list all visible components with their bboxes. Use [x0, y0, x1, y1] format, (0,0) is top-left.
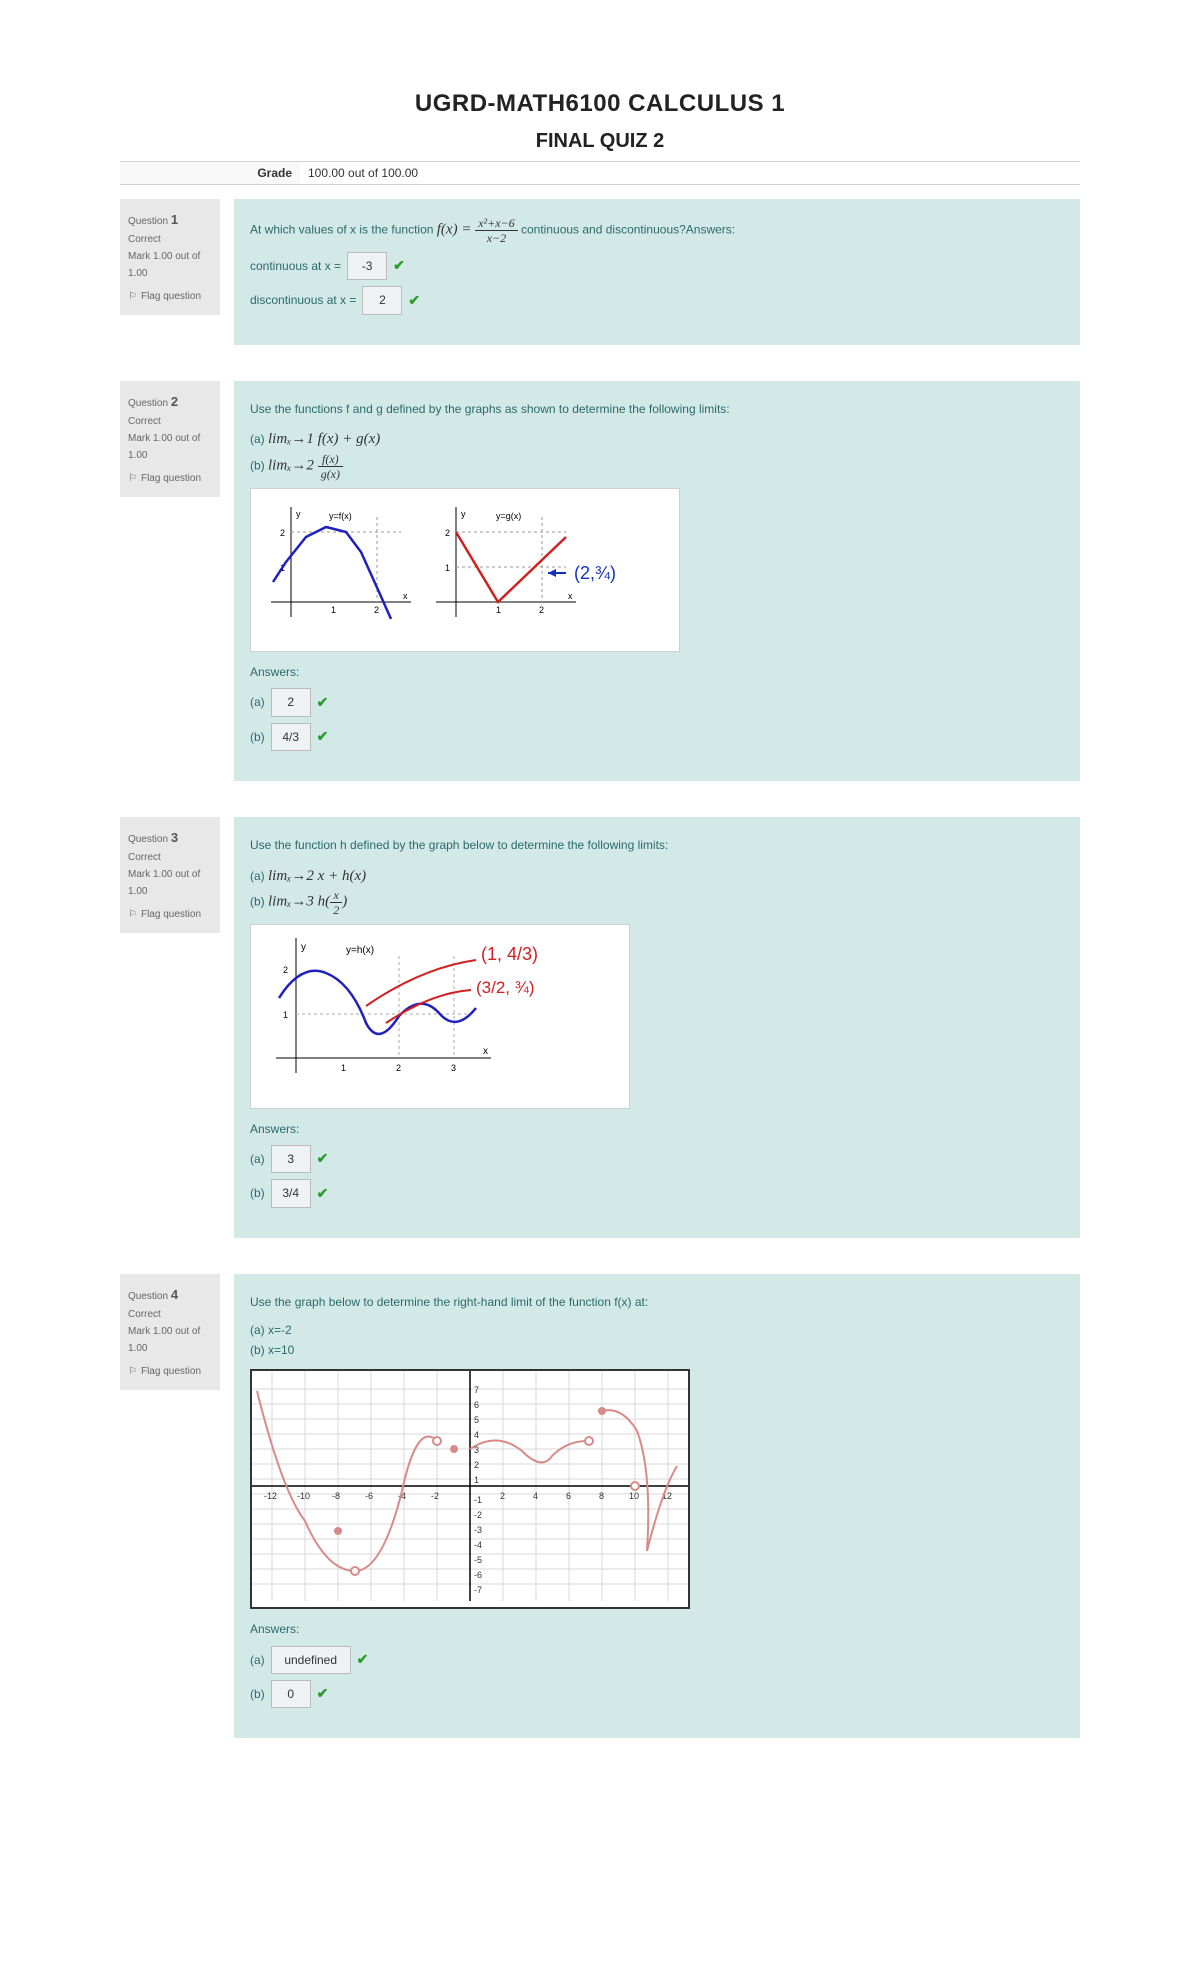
q1-continuous-input[interactable]: -3 [347, 252, 387, 280]
svg-text:y=h(x): y=h(x) [346, 945, 374, 956]
svg-text:y: y [296, 509, 301, 519]
svg-text:y=g(x): y=g(x) [496, 511, 521, 521]
svg-text:-6: -6 [474, 1570, 482, 1580]
svg-text:2: 2 [500, 1491, 505, 1501]
svg-text:2: 2 [445, 528, 450, 538]
q2-answer-b[interactable]: 4/3 [271, 723, 311, 751]
question-content: Use the graph below to determine the rig… [234, 1274, 1080, 1739]
svg-text:x: x [568, 591, 573, 601]
svg-text:2: 2 [280, 528, 285, 538]
svg-text:5: 5 [474, 1415, 479, 1425]
svg-text:(3/2, ¾): (3/2, ¾) [476, 978, 535, 997]
page-title: UGRD-MATH6100 CALCULUS 1 [120, 90, 1080, 118]
svg-text:-8: -8 [332, 1491, 340, 1501]
check-icon: ✔ [357, 1648, 369, 1672]
svg-text:-7: -7 [474, 1585, 482, 1595]
svg-text:2: 2 [283, 965, 288, 975]
flag-icon: ⚐ [128, 1363, 137, 1380]
svg-text:-2: -2 [474, 1510, 482, 1520]
svg-text:2: 2 [539, 605, 544, 615]
check-icon: ✔ [317, 691, 329, 715]
q1-discontinuous-input[interactable]: 2 [362, 286, 402, 314]
q4-answer-a[interactable]: undefined [271, 1646, 351, 1674]
svg-text:1: 1 [474, 1475, 479, 1485]
svg-text:1: 1 [331, 605, 336, 615]
svg-text:-12: -12 [264, 1491, 277, 1501]
flag-icon: ⚐ [128, 288, 137, 305]
question-3: Question 3 Correct Mark 1.00 out of 1.00… [120, 817, 1080, 1237]
page-subtitle: FINAL QUIZ 2 [120, 130, 1080, 153]
question-4: Question 4 Correct Mark 1.00 out of 1.00… [120, 1274, 1080, 1739]
svg-text:y: y [461, 509, 466, 519]
grade-row: Grade 100.00 out of 100.00 [120, 161, 1080, 185]
svg-text:6: 6 [474, 1400, 479, 1410]
svg-text:-5: -5 [474, 1555, 482, 1565]
svg-text:6: 6 [566, 1491, 571, 1501]
question-content: Use the functions f and g defined by the… [234, 381, 1080, 781]
svg-text:8: 8 [599, 1491, 604, 1501]
question-side: Question 1 Correct Mark 1.00 out of 1.00… [120, 199, 220, 315]
flag-icon: ⚐ [128, 470, 137, 487]
svg-text:1: 1 [341, 1063, 346, 1073]
svg-text:-1: -1 [474, 1495, 482, 1505]
question-side: Question 4 Correct Mark 1.00 out of 1.00… [120, 1274, 220, 1390]
grade-value: 100.00 out of 100.00 [300, 162, 426, 184]
q2-answer-a[interactable]: 2 [271, 688, 311, 716]
flag-icon: ⚐ [128, 906, 137, 923]
svg-text:(2,¾): (2,¾) [574, 563, 616, 583]
grade-label: Grade [120, 162, 300, 184]
question-side: Question 3 Correct Mark 1.00 out of 1.00… [120, 817, 220, 933]
q2-graph: y x y=f(x) 2 1 1 2 [250, 488, 680, 652]
check-icon: ✔ [317, 1682, 329, 1706]
question-2: Question 2 Correct Mark 1.00 out of 1.00… [120, 381, 1080, 781]
check-icon: ✔ [317, 1147, 329, 1171]
check-icon: ✔ [317, 725, 329, 749]
svg-text:7: 7 [474, 1385, 479, 1395]
q3-answer-a[interactable]: 3 [271, 1145, 311, 1173]
svg-text:4: 4 [533, 1491, 538, 1501]
svg-text:x: x [483, 1046, 488, 1057]
flag-question-link[interactable]: ⚐ Flag question [128, 470, 212, 487]
svg-text:y=f(x): y=f(x) [329, 511, 352, 521]
q3-answer-b[interactable]: 3/4 [271, 1179, 311, 1207]
question-content: Use the function h defined by the graph … [234, 817, 1080, 1237]
flag-question-link[interactable]: ⚐ Flag question [128, 288, 212, 305]
question-side: Question 2 Correct Mark 1.00 out of 1.00… [120, 381, 220, 497]
svg-text:-10: -10 [297, 1491, 310, 1501]
svg-text:2: 2 [396, 1063, 401, 1073]
svg-text:x: x [403, 591, 408, 601]
flag-question-link[interactable]: ⚐ Flag question [128, 906, 212, 923]
q3-graph: y x y=h(x) 2 1 1 2 3 (1, 4 [250, 924, 630, 1108]
q4-answer-b[interactable]: 0 [271, 1680, 311, 1708]
flag-question-link[interactable]: ⚐ Flag question [128, 1363, 212, 1380]
svg-text:2: 2 [474, 1460, 479, 1470]
q4-graph: -12-10 -8-6 -4-2 24 68 1012 76 54 32 1 -… [250, 1369, 690, 1609]
svg-text:2: 2 [374, 605, 379, 615]
svg-text:-4: -4 [474, 1540, 482, 1550]
svg-text:-2: -2 [431, 1491, 439, 1501]
svg-text:3: 3 [451, 1063, 456, 1073]
svg-text:-6: -6 [365, 1491, 373, 1501]
svg-text:10: 10 [629, 1491, 639, 1501]
svg-text:4: 4 [474, 1430, 479, 1440]
svg-text:(1, 4/3): (1, 4/3) [481, 944, 538, 964]
svg-text:1: 1 [283, 1010, 288, 1020]
svg-text:1: 1 [496, 605, 501, 615]
check-icon: ✔ [393, 254, 405, 278]
question-content: At which values of x is the function f(x… [234, 199, 1080, 345]
svg-text:y: y [301, 942, 306, 953]
svg-text:-3: -3 [474, 1525, 482, 1535]
svg-text:1: 1 [445, 563, 450, 573]
check-icon: ✔ [317, 1182, 329, 1206]
check-icon: ✔ [408, 289, 420, 313]
question-1: Question 1 Correct Mark 1.00 out of 1.00… [120, 199, 1080, 345]
